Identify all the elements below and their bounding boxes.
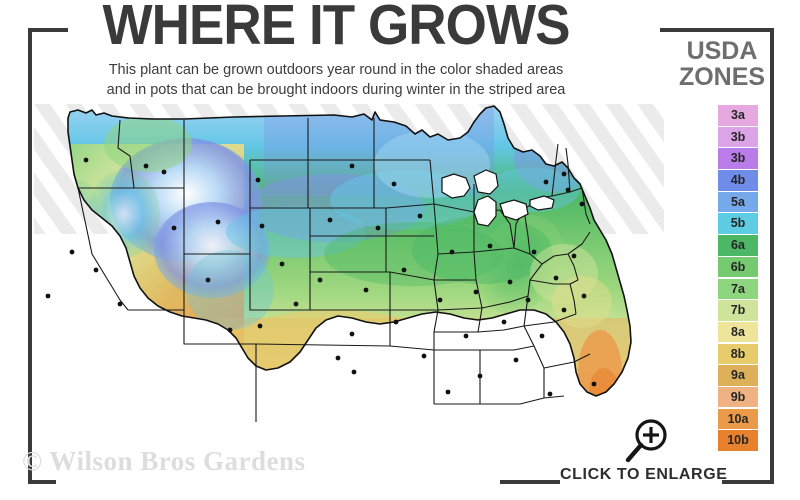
page-title: WHERE IT GROWS	[102, 0, 570, 57]
legend-swatch-label: 7a	[731, 281, 745, 296]
frame-border-bottom-right	[722, 480, 774, 484]
legend-swatch-label: 8b	[730, 346, 746, 361]
frame-border-top-left	[28, 28, 68, 32]
legend-swatch-label: 9b	[730, 389, 746, 404]
legend-swatch-9b-13: 9b	[718, 386, 758, 408]
usda-hardiness-zone-map[interactable]	[34, 104, 664, 474]
subtitle: This plant can be grown outdoors year ro…	[36, 60, 636, 100]
frame-border-top-right	[660, 28, 774, 32]
legend-title: USDA ZONES	[662, 38, 782, 90]
legend-swatch-label: 5a	[731, 194, 745, 209]
legend-title-line-2: ZONES	[678, 63, 766, 91]
legend-swatch-7b-9: 7b	[718, 300, 758, 321]
legend-swatch-6a-6: 6a	[718, 235, 758, 256]
legend-swatch-label: 10a	[727, 411, 749, 426]
legend-swatch-8a-10: 8a	[718, 321, 758, 343]
frame-border-bottom-mid	[500, 480, 560, 484]
frame-border-bottom-left	[28, 480, 56, 484]
subtitle-line-2: and in pots that can be brought indoors …	[106, 82, 566, 98]
frame-border-left	[28, 28, 32, 484]
frame-border-right	[770, 28, 774, 484]
legend-swatch-4b-3: 4b	[718, 170, 758, 191]
legend-swatch-3b-1: 3b	[718, 126, 758, 148]
legend-swatch-6b-7: 6b	[718, 256, 758, 278]
legend-swatch-5a-4: 5a	[718, 191, 758, 213]
legend-swatch-10b-15: 10b	[718, 430, 758, 451]
legend-swatch-label: 6b	[730, 259, 746, 274]
click-to-enlarge-label[interactable]: CLICK TO ENLARGE	[560, 466, 728, 483]
legend-swatch-8b-11: 8b	[718, 343, 758, 365]
legend-swatch-label: 3b	[730, 129, 746, 144]
map-city-dots	[45, 157, 597, 397]
legend-swatch-5b-5: 5b	[718, 213, 758, 234]
legend-swatch-label: 9a	[731, 368, 745, 383]
magnifier-plus-icon[interactable]	[620, 416, 672, 468]
legend-swatch-9a-12: 9a	[718, 365, 758, 386]
legend-title-line-1: USDA	[686, 37, 758, 65]
subtitle-line-1: This plant can be grown outdoors year ro…	[108, 62, 564, 78]
legend-swatch-label: 3b	[730, 151, 746, 166]
legend-swatch-7a-8: 7a	[718, 278, 758, 299]
legend-swatch-3a-0: 3a	[718, 105, 758, 126]
usda-zone-legend: 3a 3b 3b 4b 5a 5b 6a 6b 7a 7b 8a 8b 9a 9b 10a 10b	[718, 105, 758, 452]
legend-swatch-label: 5b	[730, 216, 746, 231]
legend-swatch-label: 7b	[730, 303, 746, 318]
legend-swatch-label: 10b	[727, 433, 749, 448]
legend-swatch-3b-2: 3b	[718, 148, 758, 169]
map-state-boundaries	[77, 118, 591, 422]
legend-swatch-10a-14: 10a	[718, 408, 758, 430]
legend-swatch-label: 6a	[731, 238, 745, 253]
map-country-outline	[67, 105, 632, 397]
watermark: © Wilson Bros Gardens	[22, 446, 306, 476]
legend-swatch-label: 4b	[730, 173, 746, 188]
legend-swatch-label: 8a	[731, 324, 745, 339]
legend-swatch-label: 3a	[731, 108, 745, 122]
